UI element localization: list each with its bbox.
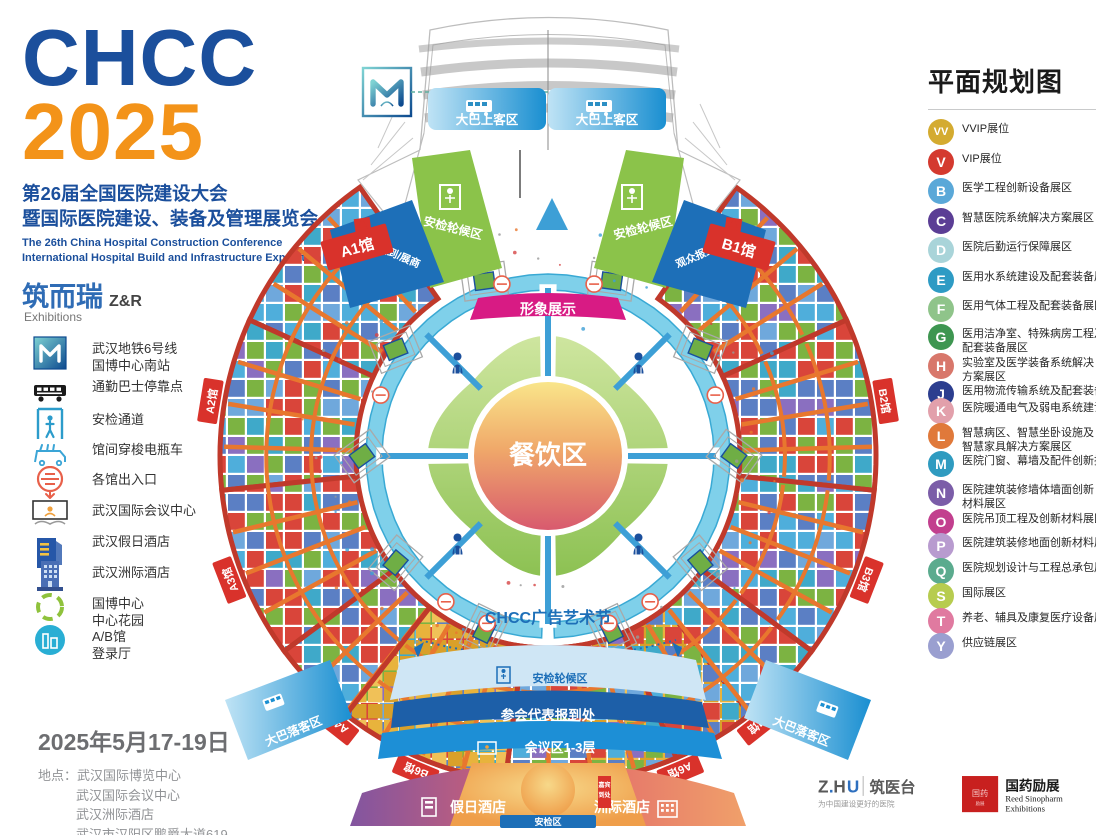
- svg-text:国药励展: 国药励展: [1006, 777, 1061, 793]
- svg-text:Z: Z: [818, 776, 828, 796]
- svg-text:大巴上客区: 大巴上客区: [576, 112, 639, 127]
- svg-text:筑医台: 筑医台: [869, 777, 915, 796]
- svg-text:U: U: [847, 776, 859, 796]
- svg-text:安检轮候区: 安检轮候区: [533, 671, 588, 685]
- svg-text:形象展示: 形象展示: [520, 301, 576, 317]
- svg-text:嘉宾: 嘉宾: [597, 781, 610, 789]
- svg-text:会议区1-3层: 会议区1-3层: [525, 740, 596, 755]
- svg-text:安检区: 安检区: [534, 816, 561, 827]
- svg-text:餐饮区: 餐饮区: [509, 440, 587, 470]
- svg-text:国药: 国药: [972, 788, 988, 798]
- svg-text:Reed Sinopharm: Reed Sinopharm: [1006, 793, 1064, 803]
- svg-text:CHCC广告艺术节: CHCC广告艺术节: [485, 608, 611, 627]
- svg-text:H: H: [833, 776, 845, 796]
- svg-text:假日酒店: 假日酒店: [450, 799, 506, 815]
- svg-text:大巴上客区: 大巴上客区: [456, 112, 519, 127]
- svg-text:Exhibitions: Exhibitions: [1006, 803, 1046, 813]
- svg-text:到处: 到处: [598, 791, 611, 799]
- svg-text:励展: 励展: [976, 800, 985, 807]
- svg-text:为中国建设更好的医院: 为中国建设更好的医院: [818, 799, 895, 809]
- svg-text:参会代表报到处: 参会代表报到处: [501, 707, 596, 723]
